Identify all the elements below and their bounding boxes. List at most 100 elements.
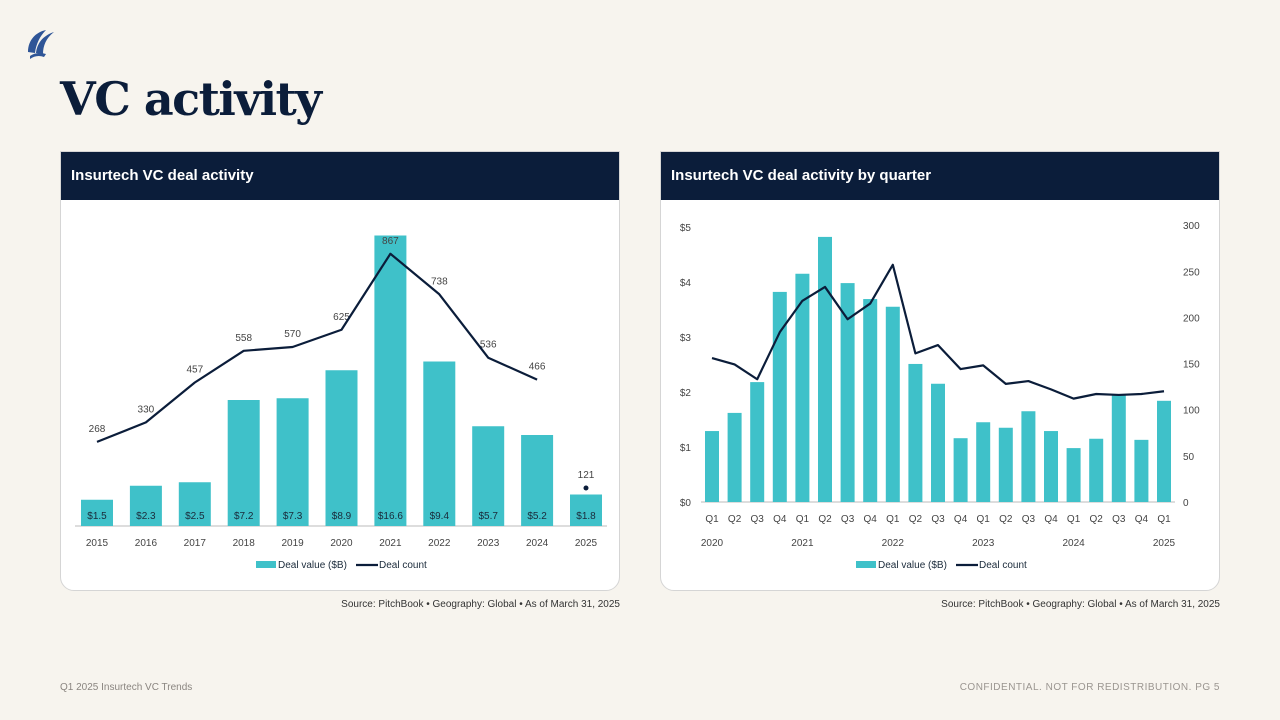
x-tick-label: 2021 bbox=[379, 538, 402, 549]
annual-deal-chart: $1.5 2015 268 $2.3 2016 330 $2.5 2017 457 $7.2 201… bbox=[75, 235, 607, 571]
x-tick-year: 2022 bbox=[882, 538, 905, 549]
right-axis-tick: 200 bbox=[1183, 313, 1200, 324]
bar-value-label: $1.5 bbox=[87, 511, 107, 522]
x-tick-label: 2023 bbox=[477, 538, 500, 549]
bar-value-label: $2.3 bbox=[136, 511, 156, 522]
x-tick-quarter: Q4 bbox=[954, 514, 968, 525]
bar-deal-value bbox=[129, 485, 162, 526]
line-value-label: 738 bbox=[431, 276, 448, 287]
bar-deal-value bbox=[885, 306, 900, 502]
x-tick-quarter: Q3 bbox=[1022, 514, 1036, 525]
x-tick-label: 2020 bbox=[330, 538, 353, 549]
bar-deal-value bbox=[705, 431, 719, 502]
bar-deal-value bbox=[276, 398, 309, 526]
bar-deal-value bbox=[1044, 431, 1058, 502]
x-tick-quarter: Q2 bbox=[1090, 514, 1104, 525]
x-tick-label: 2022 bbox=[428, 538, 451, 549]
right-axis-tick: 300 bbox=[1183, 221, 1200, 232]
left-axis-tick: $3 bbox=[680, 333, 692, 344]
x-tick-label: 2024 bbox=[526, 538, 549, 549]
bar-value-label: $2.5 bbox=[185, 511, 205, 522]
bar-deal-value bbox=[325, 370, 358, 526]
legend-swatch-deal-value bbox=[856, 561, 876, 568]
bar-deal-value bbox=[953, 438, 968, 502]
legend-label-deal-count: Deal count bbox=[379, 560, 427, 571]
x-tick-quarter: Q2 bbox=[818, 514, 832, 525]
legend-label-deal-value: Deal value ($B) bbox=[278, 560, 347, 571]
bar-deal-value bbox=[81, 499, 113, 526]
bar-value-label: $7.3 bbox=[283, 511, 303, 522]
quarterly-chart-card: Insurtech VC deal activity by quarter $0… bbox=[660, 151, 1220, 591]
x-tick-quarter: Q4 bbox=[773, 514, 787, 525]
line-value-label: 867 bbox=[382, 236, 399, 247]
right-axis-tick: 0 bbox=[1183, 498, 1189, 509]
right-axis-tick: 250 bbox=[1183, 267, 1200, 278]
bar-deal-value bbox=[472, 426, 505, 526]
x-tick-quarter: Q4 bbox=[864, 514, 878, 525]
bar-deal-value bbox=[521, 435, 554, 526]
x-tick-year: 2024 bbox=[1062, 538, 1085, 549]
bar-value-label: $9.4 bbox=[430, 511, 450, 522]
line-value-label: 457 bbox=[186, 365, 203, 376]
footer-confidential: CONFIDENTIAL. NOT FOR REDISTRIBUTION. PG… bbox=[959, 682, 1220, 693]
left-axis-tick: $1 bbox=[680, 443, 692, 454]
left-axis-tick: $5 bbox=[680, 223, 692, 234]
x-tick-quarter: Q2 bbox=[728, 514, 742, 525]
page-title: VC activity bbox=[60, 72, 322, 126]
x-tick-quarter: Q3 bbox=[751, 514, 765, 525]
bar-value-label: $5.7 bbox=[478, 511, 498, 522]
legend-label-deal-count: Deal count bbox=[979, 560, 1027, 571]
line-deal-count bbox=[96, 252, 538, 443]
bar-deal-value bbox=[931, 383, 945, 502]
line-value-label: 268 bbox=[89, 424, 106, 435]
x-tick-year: 2021 bbox=[791, 538, 814, 549]
x-tick-year: 2020 bbox=[701, 538, 724, 549]
bar-value-label: $16.6 bbox=[378, 511, 403, 522]
x-tick-quarter: Q1 bbox=[886, 514, 900, 525]
quarterly-deal-chart: $0 $1 $2 $3 $4 $5 0 50 100 150 200 250 300 Q1 Q2 Q3 Q4 Q1… bbox=[680, 221, 1200, 571]
x-tick-quarter: Q1 bbox=[977, 514, 991, 525]
x-tick-quarter: Q1 bbox=[796, 514, 810, 525]
right-axis-tick: 150 bbox=[1183, 360, 1200, 371]
line-value-label: 330 bbox=[138, 404, 155, 415]
footer-report-name: Q1 2025 Insurtech VC Trends bbox=[60, 682, 193, 693]
right-axis-tick: 50 bbox=[1183, 452, 1195, 463]
line-value-label: 558 bbox=[235, 333, 252, 344]
x-tick-year: 2025 bbox=[1153, 538, 1176, 549]
bar-deal-value bbox=[178, 482, 211, 526]
bar-deal-value bbox=[750, 382, 765, 502]
bar-deal-value bbox=[908, 363, 923, 502]
x-tick-quarter: Q1 bbox=[1157, 514, 1171, 525]
bar-deal-value bbox=[772, 291, 787, 502]
x-tick-label: 2025 bbox=[575, 538, 598, 549]
annual-chart-title: Insurtech VC deal activity bbox=[61, 152, 619, 200]
bar-deal-value bbox=[727, 412, 742, 502]
bar-deal-value bbox=[976, 422, 991, 502]
bar-deal-value bbox=[795, 273, 810, 502]
bar-value-label: $7.2 bbox=[234, 511, 254, 522]
line-point-deal-count bbox=[583, 485, 589, 491]
x-tick-year: 2023 bbox=[972, 538, 995, 549]
bar-value-label: $8.9 bbox=[332, 511, 352, 522]
bar-deal-value bbox=[998, 427, 1013, 502]
x-tick-quarter: Q1 bbox=[705, 514, 719, 525]
bar-value-label: $5.2 bbox=[527, 511, 547, 522]
bar-deal-value bbox=[423, 361, 456, 526]
bar-deal-value bbox=[840, 283, 855, 502]
annual-chart-card: Insurtech VC deal activity $1.5 2015 268 $2… bbox=[60, 151, 620, 591]
bar-deal-value bbox=[1021, 411, 1036, 502]
bar-deal-value bbox=[570, 494, 602, 526]
line-value-label: 625 bbox=[333, 312, 350, 323]
legend-label-deal-value: Deal value ($B) bbox=[878, 560, 947, 571]
x-tick-quarter: Q4 bbox=[1044, 514, 1058, 525]
bar-deal-value bbox=[1066, 448, 1081, 502]
line-value-label: 570 bbox=[284, 329, 301, 340]
x-tick-label: 2019 bbox=[281, 538, 304, 549]
bar-deal-value bbox=[227, 400, 260, 526]
left-axis-tick: $2 bbox=[680, 388, 692, 399]
x-tick-quarter: Q1 bbox=[1067, 514, 1081, 525]
line-value-label: 466 bbox=[529, 362, 546, 373]
quarterly-chart-source: Source: PitchBook • Geography: Global • … bbox=[941, 599, 1220, 610]
left-axis-tick: $4 bbox=[680, 278, 692, 289]
bar-value-label: $1.8 bbox=[576, 511, 596, 522]
